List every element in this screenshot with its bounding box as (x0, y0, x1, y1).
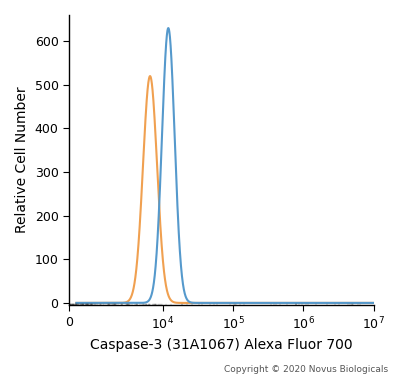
X-axis label: Caspase-3 (31A1067) Alexa Fluor 700: Caspase-3 (31A1067) Alexa Fluor 700 (90, 338, 352, 352)
Text: Copyright © 2020 Novus Biologicals: Copyright © 2020 Novus Biologicals (224, 365, 388, 374)
Y-axis label: Relative Cell Number: Relative Cell Number (15, 87, 29, 233)
